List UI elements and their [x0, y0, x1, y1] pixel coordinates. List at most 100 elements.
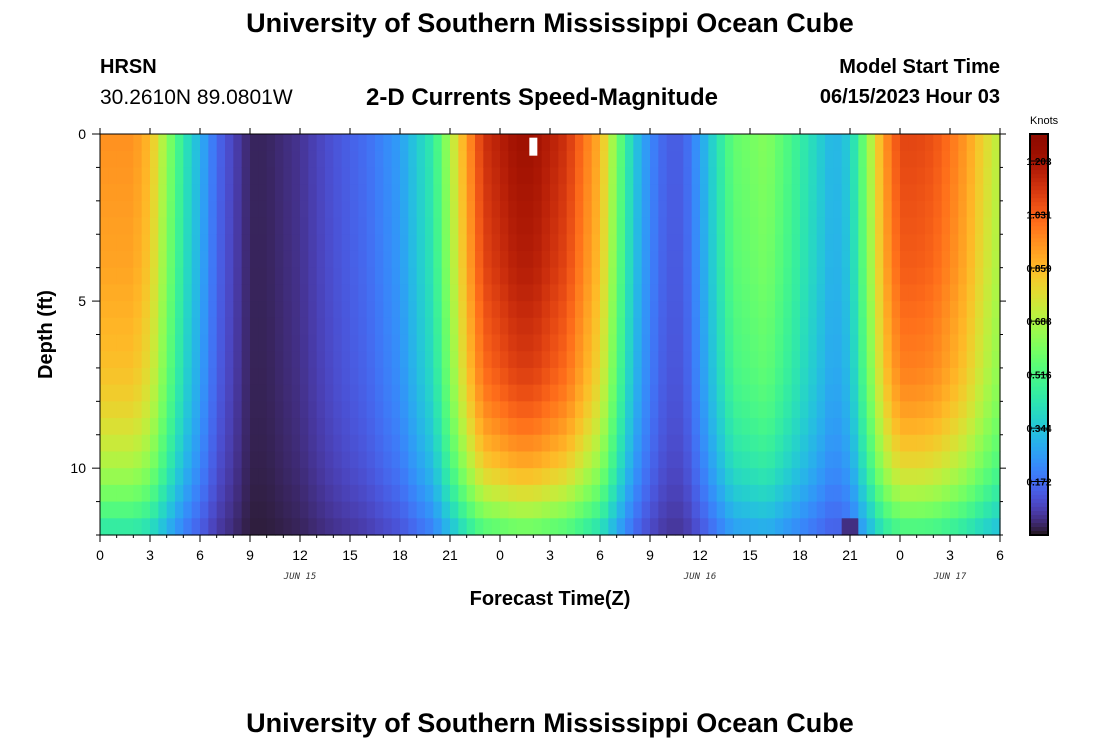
heatmap-cell [191, 334, 201, 352]
heatmap-cell [300, 250, 309, 269]
heatmap-cell [783, 418, 793, 436]
heatmap-cell [500, 351, 509, 369]
heatmap-cell [958, 401, 968, 419]
heatmap-cell [266, 267, 276, 285]
heatmap-cell [725, 351, 734, 369]
heatmap-cell [983, 468, 993, 486]
heatmap-cell [175, 317, 184, 336]
heatmap-cell [708, 367, 718, 386]
heatmap-cell [300, 167, 309, 185]
heatmap-cell [783, 150, 793, 169]
heatmap-cell [366, 150, 376, 169]
heatmap-cell [350, 401, 359, 419]
heatmap-cell [875, 484, 884, 503]
heatmap-cell [716, 401, 726, 419]
heatmap-cell [458, 184, 468, 202]
heatmap-cell [475, 468, 484, 486]
heatmap-cell [141, 468, 151, 486]
heatmap-cell [916, 134, 926, 152]
heatmap-cell [600, 250, 609, 269]
heatmap-cell [516, 418, 526, 436]
heatmap-cell [550, 167, 559, 185]
heatmap-cell [800, 267, 809, 285]
heatmap-cell [158, 200, 168, 219]
heatmap-cell [583, 518, 593, 536]
heatmap-cell [708, 468, 718, 486]
heatmap-cell [700, 384, 709, 402]
heatmap-cell [958, 317, 968, 336]
heatmap-cell [625, 468, 634, 486]
heatmap-cell [275, 501, 284, 519]
heatmap-cell [291, 334, 301, 352]
colorbar-strip [1030, 410, 1048, 416]
heatmap-cell [866, 518, 876, 536]
heatmap-cell [858, 250, 868, 269]
heatmap-cell [450, 134, 459, 152]
heatmap-cell [575, 401, 584, 419]
heatmap-cell [875, 418, 884, 436]
heatmap-cell [841, 351, 851, 369]
heatmap-cell [491, 150, 501, 169]
heatmap-cell [508, 234, 518, 252]
heatmap-cell [691, 434, 701, 453]
heatmap-cell [908, 217, 918, 235]
heatmap-cell [183, 418, 193, 436]
heatmap-cell [933, 167, 943, 185]
heatmap-cell [308, 284, 318, 302]
heatmap-cell [866, 468, 876, 486]
heatmap-cell [508, 284, 518, 302]
heatmap-cell [125, 434, 134, 453]
heatmap-cell [891, 267, 901, 285]
x-tick-label: 3 [946, 547, 954, 563]
heatmap-cell [358, 150, 368, 169]
heatmap-cell [975, 134, 984, 152]
heatmap-cell [658, 334, 668, 352]
heatmap-cell [658, 484, 668, 503]
heatmap-cell [966, 200, 976, 219]
heatmap-cell [900, 518, 909, 536]
heatmap-cell [383, 134, 393, 152]
heatmap-cell [250, 301, 259, 319]
heatmap-cell [325, 518, 334, 536]
heatmap-cell [875, 250, 884, 269]
heatmap-cell [141, 150, 151, 169]
heatmap-cell [233, 217, 243, 235]
heatmap-cell [208, 284, 218, 302]
heatmap-cell [975, 367, 984, 386]
heatmap-cell [641, 234, 651, 252]
heatmap-cell [158, 267, 168, 285]
heatmap-cell [108, 150, 118, 169]
heatmap-cell [116, 217, 126, 235]
heatmap-cell [408, 150, 418, 169]
heatmap-cell [358, 184, 368, 202]
heatmap-cell [491, 468, 501, 486]
heatmap-cell [375, 418, 384, 436]
heatmap-cell [225, 250, 234, 269]
heatmap-cell [283, 484, 293, 503]
heatmap-cell [891, 317, 901, 336]
heatmap-cell [108, 367, 118, 386]
heatmap-cell [483, 434, 493, 453]
heatmap-cell [975, 167, 984, 185]
colorbar-strip [1030, 406, 1048, 412]
heatmap-cell [466, 451, 476, 469]
heatmap-cell [358, 351, 368, 369]
heatmap-cell [675, 434, 684, 453]
heatmap-cell [941, 284, 951, 302]
heatmap-cell [200, 334, 209, 352]
heatmap-cell [275, 267, 284, 285]
heatmap-cell [550, 418, 559, 436]
heatmap-cell [833, 518, 843, 536]
heatmap-cell [591, 484, 601, 503]
heatmap-cell [400, 250, 409, 269]
heatmap-cell [858, 384, 868, 402]
heatmap-cell [241, 184, 251, 202]
heatmap-cell [991, 367, 1001, 386]
heatmap-cell [450, 150, 459, 169]
heatmap-cell [250, 167, 259, 185]
colorbar-strip [1030, 414, 1048, 420]
heatmap-cell [725, 317, 734, 336]
heatmap-cell [266, 468, 276, 486]
heatmap-cell [166, 150, 176, 169]
heatmap-cell [200, 451, 209, 469]
